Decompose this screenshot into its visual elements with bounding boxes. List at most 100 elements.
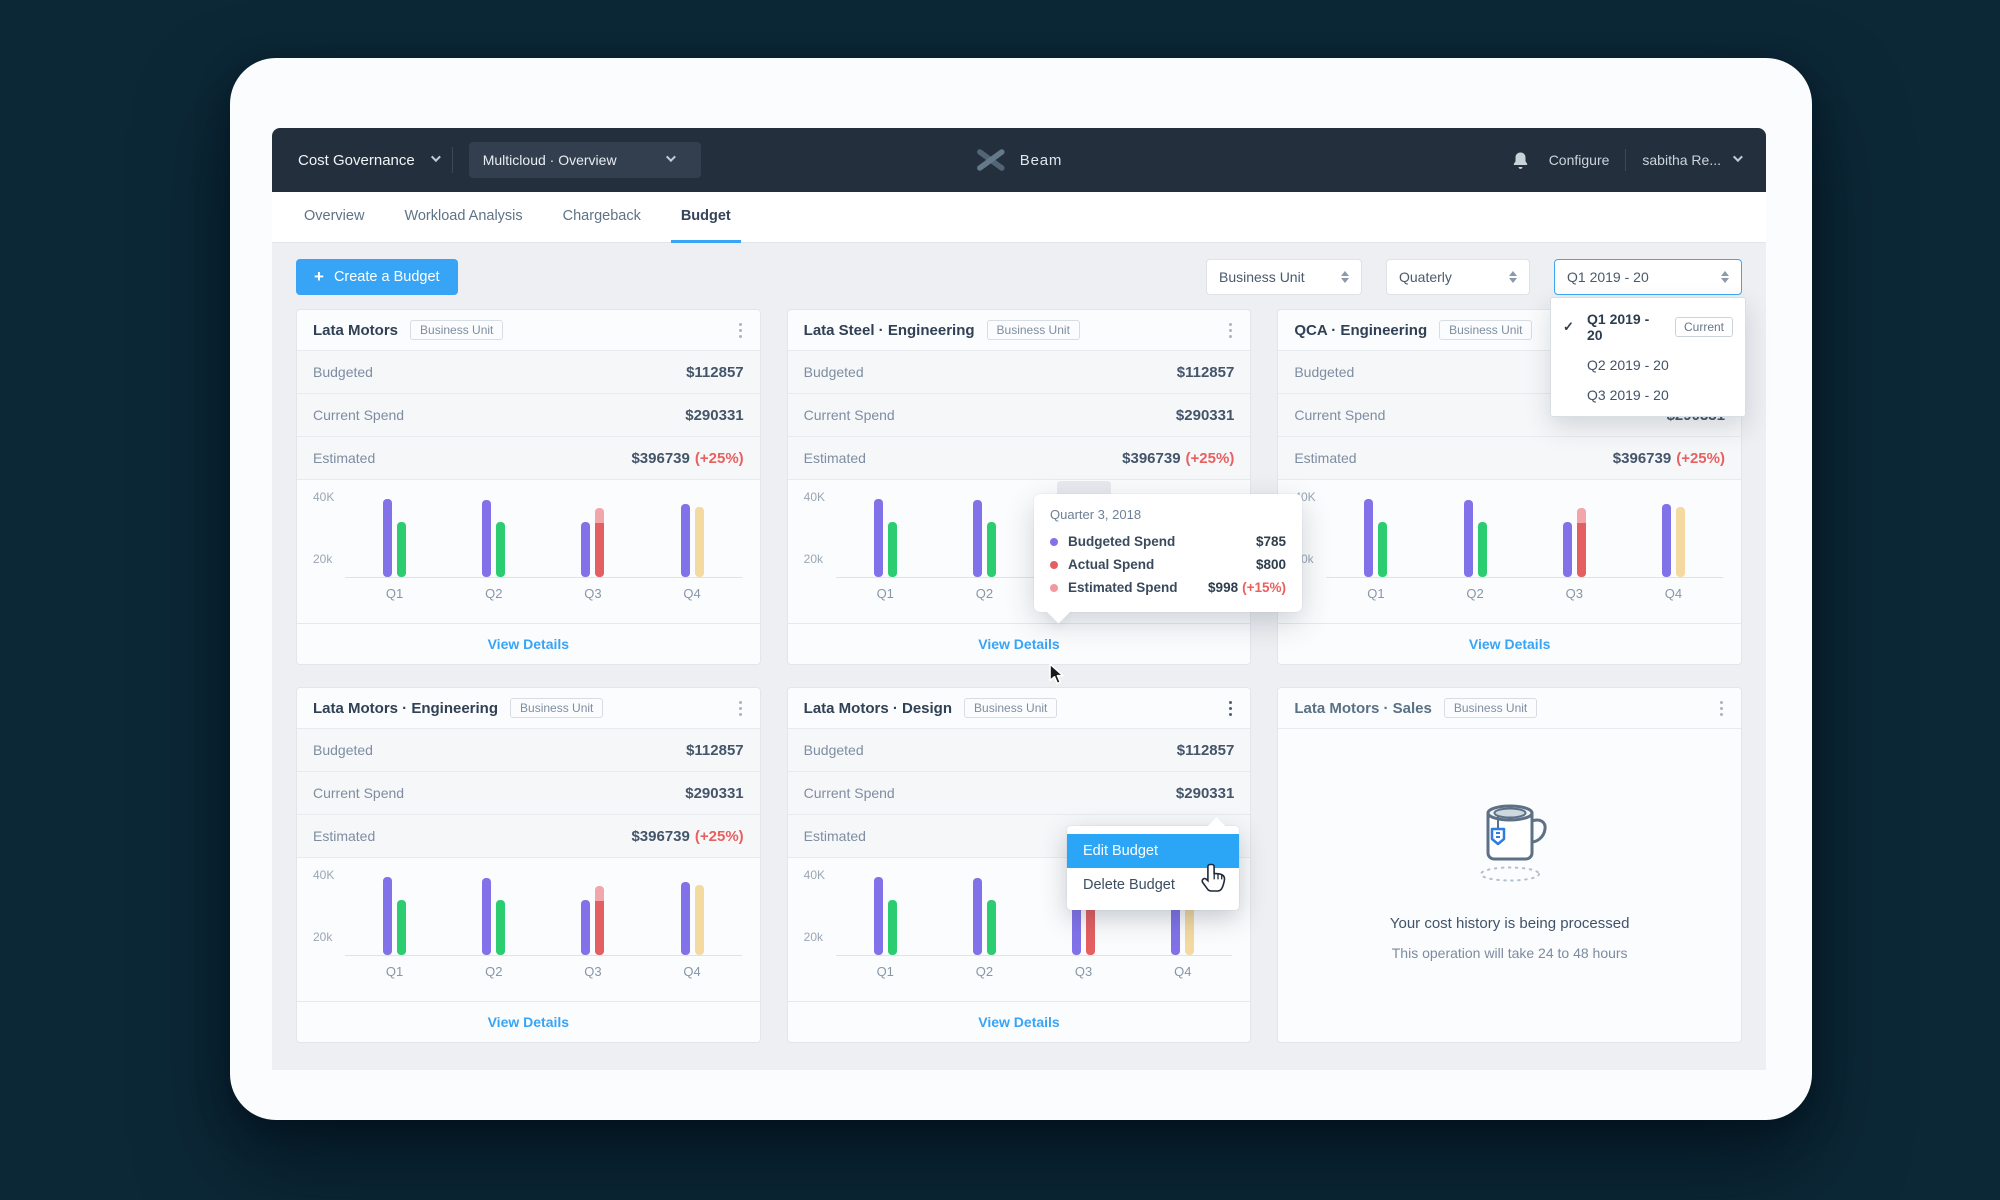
chart-bar-green[interactable]	[397, 900, 407, 955]
chart-bar-green[interactable]	[887, 522, 897, 577]
quarter-dropdown: ✓ Q1 2019 - 20 Current Q2 2019 - 20 Q3 2019 …	[1550, 297, 1746, 417]
view-details-link[interactable]: View Details	[978, 636, 1060, 652]
quarter-group-q2	[1426, 494, 1525, 577]
chart-bar-green[interactable]	[986, 522, 996, 577]
chart-bar-purple[interactable]	[873, 877, 883, 955]
group-by-select[interactable]: Business Unit	[1206, 259, 1362, 295]
card-header: Lata Motors · Design Business Unit	[788, 688, 1251, 728]
chart-bar-purple[interactable]	[482, 878, 492, 955]
delete-budget-menu-item[interactable]: Delete Budget	[1083, 877, 1175, 893]
chart-bar-green[interactable]	[496, 900, 506, 955]
view-details-link[interactable]: View Details	[1468, 636, 1551, 652]
x-axis-label: Q2	[485, 964, 503, 979]
chart-bar-tan[interactable]	[1675, 507, 1685, 577]
empty-state-line1: Your cost history is being processed	[1389, 915, 1630, 932]
workspace-select[interactable]: Multicloud · Overview	[468, 142, 701, 178]
chart-bar-green[interactable]	[496, 522, 506, 577]
product-switcher[interactable]: Cost Governance Multicloud · Overview	[272, 142, 701, 178]
chart-bar-purple[interactable]	[581, 522, 591, 577]
stat-value: $396739(+25%)	[631, 449, 744, 467]
chart-bar-purple[interactable]	[873, 499, 883, 577]
beam-app-window: Cost Governance Multicloud · Overview Be…	[272, 128, 1766, 1120]
edit-budget-menu-item[interactable]: Edit Budget	[1067, 834, 1239, 868]
chart-plot	[1326, 494, 1723, 578]
quarter-option[interactable]: Q3 2019 - 20	[1551, 380, 1745, 410]
tab-chargeback[interactable]: Chargeback	[562, 208, 641, 224]
chart-bar-purple[interactable]	[482, 500, 492, 577]
tab-workload-analysis[interactable]: Workload Analysis	[404, 208, 523, 224]
card-title: Lata Steel · Engineering	[803, 321, 975, 339]
chart-bar-tan[interactable]	[694, 885, 704, 955]
chart-bar-red[interactable]	[1086, 886, 1096, 955]
check-icon: ✓	[1563, 319, 1574, 334]
view-details-link[interactable]: View Details	[978, 1014, 1060, 1030]
chart-bar-green[interactable]	[397, 522, 407, 577]
card-footer: View Details	[297, 623, 760, 664]
quarter-group-q3	[1525, 494, 1624, 577]
stat-row: Budgeted $112857	[787, 350, 1251, 393]
stat-label: Current Spend	[313, 407, 405, 423]
kebab-menu-icon[interactable]	[737, 697, 744, 720]
notifications-bell-icon[interactable]	[1512, 151, 1529, 170]
chevron-down-icon	[665, 152, 676, 163]
chart-bar-red-solid	[1576, 523, 1586, 577]
card-header: QCA · Engineering Business Unit	[1278, 310, 1741, 350]
kebab-menu-icon[interactable]	[737, 319, 744, 342]
chart-bar-purple[interactable]	[680, 504, 690, 577]
card-chart: 40K 20k Q1 Q2 Q3 Q4	[297, 857, 760, 1001]
chart-bar-purple[interactable]	[1562, 522, 1572, 577]
quarter-group-q4	[643, 872, 742, 955]
chart-bar-purple[interactable]	[1072, 900, 1082, 955]
quarter-select[interactable]: Q1 2019 - 20	[1554, 259, 1742, 295]
stat-label: Current Spend	[803, 785, 895, 801]
chart-bar-purple[interactable]	[1661, 504, 1671, 577]
tooltip-row-label: Estimated Spend	[1068, 580, 1178, 595]
card-footer: View Details	[297, 1001, 760, 1042]
create-budget-button[interactable]: + Create a Budget	[296, 259, 458, 295]
stat-value: $290331	[685, 406, 744, 424]
chart-bar-purple[interactable]	[680, 882, 690, 955]
chart-bar-green[interactable]	[887, 900, 897, 955]
kebab-menu-icon[interactable]	[1718, 697, 1725, 720]
chart-bar-green[interactable]	[1378, 522, 1388, 577]
kebab-menu-icon[interactable]	[1227, 697, 1234, 720]
tab-overview[interactable]: Overview	[304, 208, 365, 224]
chart-bar-green[interactable]	[1477, 522, 1487, 577]
budget-card: Lata Motors Business Unit Budgeted $11285…	[296, 309, 761, 665]
user-menu[interactable]: sabitha Re...	[1642, 152, 1721, 168]
quarter-option[interactable]: Q2 2019 - 20	[1551, 350, 1745, 380]
tab-budget[interactable]: Budget	[670, 192, 741, 243]
card-header: Lata Steel · Engineering Business Unit	[788, 310, 1251, 350]
card-stat-rows: Budgeted $112857 Current Spend $290331 Estim…	[787, 350, 1251, 479]
chart-bar-purple[interactable]	[1364, 499, 1374, 577]
tooltip-row: Estimated Spend $998 (+15%)	[1050, 576, 1286, 599]
kebab-menu-icon[interactable]	[1227, 319, 1234, 342]
chart-bar-tan[interactable]	[694, 507, 704, 577]
stat-delta: (+25%)	[694, 827, 744, 845]
x-axis-label: Q4	[683, 586, 701, 601]
chart-bar-red[interactable]	[595, 886, 605, 955]
chart-bar-green[interactable]	[986, 900, 996, 955]
chart-bar-purple[interactable]	[1171, 882, 1181, 955]
configure-link[interactable]: Configure	[1548, 152, 1610, 168]
stat-value: $396739(+25%)	[1612, 449, 1725, 467]
business-unit-badge: Business Unit	[964, 698, 1058, 718]
chart-bar-purple[interactable]	[1463, 500, 1473, 577]
interval-select[interactable]: Quaterly	[1386, 259, 1530, 295]
chart-bar-purple[interactable]	[972, 878, 982, 955]
chart-bar-purple[interactable]	[972, 500, 982, 577]
chart-bar-red[interactable]	[595, 508, 605, 577]
chart-bar-purple[interactable]	[581, 900, 591, 955]
card-header: Lata Motors Business Unit	[297, 310, 760, 350]
chart-bar-tan[interactable]	[1185, 885, 1195, 955]
chart-bar-purple[interactable]	[383, 499, 393, 577]
stat-value: $112857	[686, 363, 744, 381]
card-chart: 40K 20k Q1 Q2 Q3 Q4	[787, 857, 1251, 1001]
quarter-option[interactable]: ✓ Q1 2019 - 20 Current	[1551, 304, 1745, 350]
view-details-link[interactable]: View Details	[487, 1014, 570, 1030]
view-details-link[interactable]: View Details	[487, 636, 570, 652]
chart-bar-red[interactable]	[1576, 508, 1586, 577]
chart-bar-purple[interactable]	[383, 877, 393, 955]
y-axis-label-20k: 20k	[313, 930, 333, 944]
empty-state: Your cost history is being processed Thi…	[1278, 728, 1741, 1042]
